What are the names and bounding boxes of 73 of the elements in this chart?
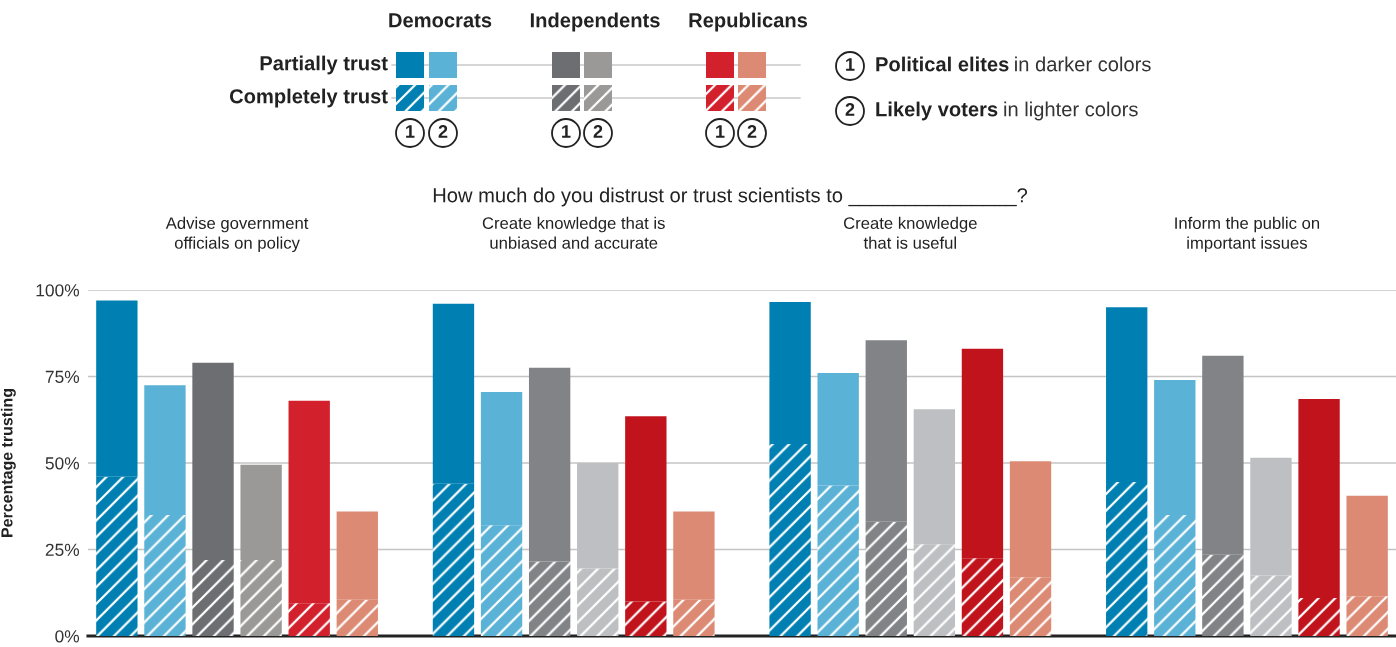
bar xyxy=(577,568,619,636)
bar xyxy=(480,392,523,526)
bar xyxy=(336,599,378,636)
text: 2 xyxy=(845,103,855,116)
bar xyxy=(96,300,138,477)
text: 1 xyxy=(716,125,725,138)
text: Create knowledge that is useful xyxy=(843,216,977,249)
bar xyxy=(817,373,859,486)
y-tick-label: 50% xyxy=(45,457,80,470)
bar xyxy=(480,525,523,636)
bar xyxy=(432,303,475,484)
text: Independents xyxy=(530,12,660,32)
bar xyxy=(1009,577,1052,636)
text: in lighter colors xyxy=(1004,101,1138,121)
bar xyxy=(961,348,1004,559)
text: Republicans xyxy=(689,12,808,32)
bar xyxy=(625,601,667,636)
bar xyxy=(1298,597,1340,636)
bar xyxy=(144,385,186,515)
bar xyxy=(913,544,956,636)
text: Advise government officials on policy xyxy=(165,216,309,253)
legend-label: Completely trust xyxy=(229,88,388,108)
y-tick-label: 0% xyxy=(55,630,80,643)
text: Create knowledge that is unbiased and accurate xyxy=(482,216,665,249)
text: 1 xyxy=(562,125,571,138)
bar xyxy=(1250,575,1292,636)
bar xyxy=(144,514,186,636)
bar xyxy=(625,416,667,602)
bar xyxy=(1202,355,1244,555)
y-tick-label: 100% xyxy=(36,284,80,297)
bar xyxy=(192,559,234,636)
bar xyxy=(528,367,571,562)
bar xyxy=(769,302,811,444)
bar xyxy=(192,362,234,560)
text: 2 xyxy=(593,125,603,138)
bar xyxy=(1346,596,1388,636)
legend-label: Partially trust xyxy=(260,55,388,75)
bar xyxy=(1009,461,1052,578)
bar xyxy=(865,521,907,636)
bar xyxy=(1154,514,1196,636)
bar xyxy=(865,340,907,522)
text: in darker colors xyxy=(1015,56,1151,72)
bar xyxy=(240,464,282,560)
bar xyxy=(673,599,715,636)
bar xyxy=(288,603,330,636)
y-axis-title: Percentage trusting xyxy=(0,389,16,537)
text: Democrats xyxy=(389,13,492,28)
bar xyxy=(336,511,378,600)
bar xyxy=(432,483,475,636)
bar xyxy=(817,485,859,636)
text: Likely voters xyxy=(876,101,998,121)
bar xyxy=(1202,554,1244,636)
y-tick-label: 25% xyxy=(45,543,80,556)
bar xyxy=(96,476,138,636)
bar xyxy=(240,559,282,636)
text: 2 xyxy=(747,125,757,138)
text: Political elites xyxy=(876,56,1009,72)
bar xyxy=(769,443,811,636)
bar xyxy=(1106,482,1148,636)
text: 1 xyxy=(406,125,415,138)
bar xyxy=(673,511,715,600)
text: 1 xyxy=(846,58,855,71)
bar xyxy=(961,558,1004,636)
y-tick-label: 75% xyxy=(45,370,80,383)
chart-title: How much do you distrust or trust scientists to _______________? xyxy=(433,187,1028,207)
bar xyxy=(528,561,571,636)
bar xyxy=(1346,495,1388,597)
text: Inform the public on important issues xyxy=(1175,216,1320,253)
bar xyxy=(1154,379,1196,515)
bar xyxy=(1106,307,1148,483)
bar xyxy=(1298,398,1340,598)
text: 2 xyxy=(438,125,448,138)
bar xyxy=(288,400,330,604)
